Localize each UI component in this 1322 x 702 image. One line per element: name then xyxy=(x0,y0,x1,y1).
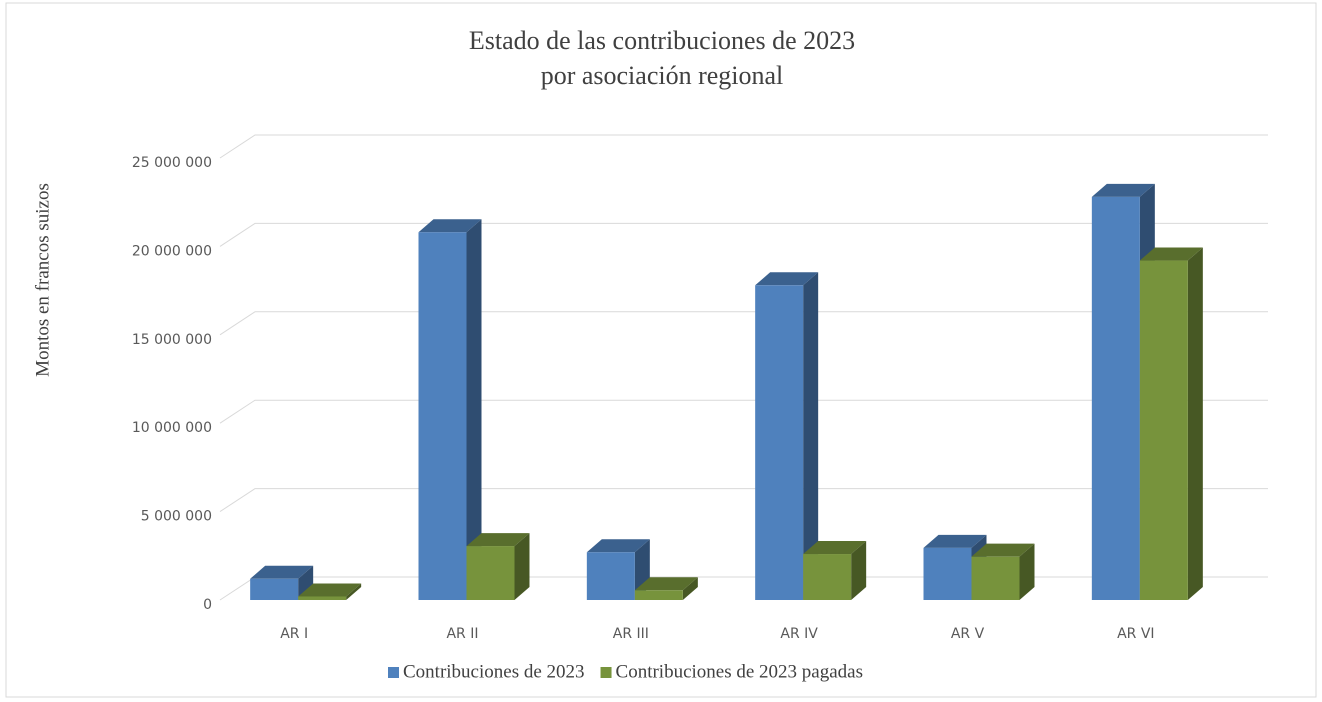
bar-side xyxy=(514,533,530,600)
bar-top xyxy=(755,272,819,286)
bar-side xyxy=(803,272,819,600)
legend-swatch xyxy=(600,667,612,678)
y-axis-label: Montos en francos suizos xyxy=(32,183,53,377)
bar xyxy=(923,547,972,600)
grid-line xyxy=(219,311,1268,336)
bar xyxy=(803,554,852,600)
bar-top xyxy=(418,219,482,233)
legend-label: Contribuciones de 2023 pagadas xyxy=(616,661,863,682)
bar-side xyxy=(1019,543,1035,600)
y-tick-label: 0 xyxy=(203,597,212,613)
bar xyxy=(1139,260,1188,600)
y-tick-label: 10 000 000 xyxy=(132,420,212,436)
chart-title: por asociación regional xyxy=(541,61,784,90)
bar-top xyxy=(803,541,867,555)
bar-side xyxy=(851,541,867,600)
bar-top xyxy=(634,577,698,591)
y-tick-label: 5 000 000 xyxy=(141,509,212,525)
bar xyxy=(466,546,515,600)
bar-top xyxy=(586,539,650,553)
bar-side xyxy=(682,577,698,600)
bar-side xyxy=(466,219,482,601)
bar xyxy=(1091,196,1140,600)
grid-line xyxy=(219,134,1268,159)
bar-top xyxy=(298,583,362,597)
chart-title: Estado de las contribuciones de 2023 xyxy=(469,26,855,55)
y-tick-label: 20 000 000 xyxy=(132,243,212,259)
x-tick-label: AR IV xyxy=(780,626,818,642)
bar-top xyxy=(466,533,530,547)
x-tick-label: AR II xyxy=(446,626,478,642)
bar-top xyxy=(971,543,1035,557)
grid-line xyxy=(219,399,1268,424)
y-tick-label: 15 000 000 xyxy=(132,332,212,348)
bar xyxy=(298,596,347,600)
grid-line xyxy=(219,488,1268,513)
bar xyxy=(418,232,467,601)
bar-side xyxy=(346,583,362,600)
bar xyxy=(250,578,299,600)
bar xyxy=(755,285,804,600)
bar-top xyxy=(1139,247,1203,261)
bar-top xyxy=(923,534,987,548)
bar xyxy=(971,556,1020,600)
x-tick-label: AR I xyxy=(280,626,308,642)
x-tick-label: AR III xyxy=(613,626,649,642)
bar-top xyxy=(250,565,314,579)
bar-side xyxy=(298,565,314,600)
legend-swatch xyxy=(388,667,399,678)
y-tick-label: 25 000 000 xyxy=(132,155,212,171)
grid-line xyxy=(219,222,1268,247)
bar-top xyxy=(1091,183,1155,197)
bar xyxy=(634,590,683,600)
bar xyxy=(586,552,635,600)
x-tick-label: AR V xyxy=(951,626,985,642)
bar-side xyxy=(1187,247,1203,600)
legend-label: Contribuciones de 2023 xyxy=(403,661,585,682)
x-tick-label: AR VI xyxy=(1117,626,1154,642)
